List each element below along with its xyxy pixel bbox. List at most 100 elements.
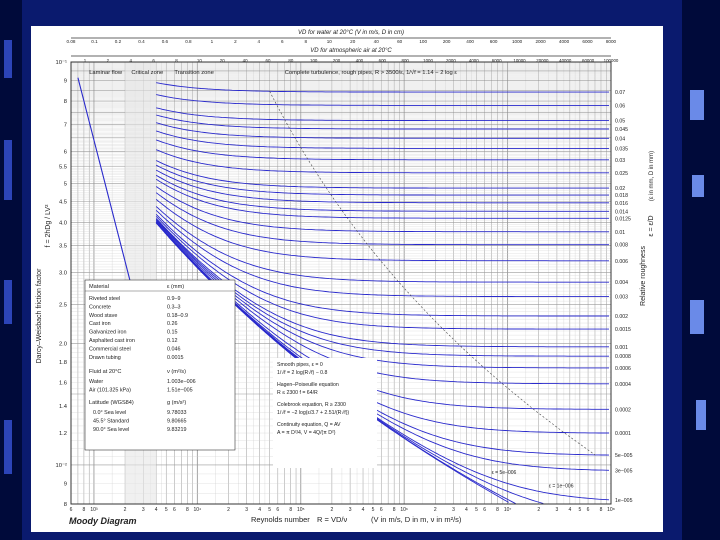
- roughness-curve: [155, 164, 609, 196]
- x-tick-label: 8: [600, 507, 603, 513]
- fluid-name: Water: [89, 379, 103, 385]
- top-water-tick: 0.6: [162, 39, 169, 44]
- x-tick-label: 4: [465, 507, 468, 513]
- top-air-tick: 1: [84, 58, 87, 63]
- roughness-curve: [156, 122, 609, 139]
- x-axis-label: Reynolds number: [251, 515, 310, 524]
- x-tick-label: 3: [452, 507, 455, 513]
- y-tick-label: 10⁻¹: [56, 60, 68, 66]
- top-water-tick: 0.2: [115, 39, 122, 44]
- top-air-tick: 40000: [559, 58, 572, 63]
- y-axis-label: Darcy–Weisbach friction factor: [36, 268, 43, 363]
- material-roughness: 0.15: [167, 330, 178, 336]
- roughness-curve: [156, 139, 609, 161]
- y-tick-label: 1.6: [59, 381, 67, 387]
- equation-line: 1/√f = −2 log(ε/3.7 + 2.51/(R√f)): [277, 409, 349, 416]
- x-tick-label: 6: [483, 507, 486, 513]
- equation-line: 1/√f = 2 log(R√f) − 0.8: [277, 369, 328, 376]
- x-tick-label: 2: [331, 507, 334, 513]
- roughness-curve: [155, 192, 609, 246]
- roughness-curve: [155, 209, 609, 298]
- roughness-label: 0.07: [615, 90, 625, 96]
- roughness-label: 0.0002: [615, 407, 631, 413]
- x-tick-label: 6: [587, 507, 590, 513]
- roughness-label: 0.0015: [615, 327, 631, 333]
- roughness-label: 0.04: [615, 136, 625, 142]
- equation-line: Colebrook equation, R ≥ 2300: [277, 402, 346, 408]
- x-tick-label: 5: [268, 507, 271, 513]
- roughness-label: 0.02: [615, 186, 625, 192]
- zone-label-laminar: Laminar flow: [89, 70, 123, 76]
- material-table-box: [84, 279, 236, 451]
- top-water-tick: 400: [466, 39, 474, 44]
- y-tick-label: 1.2: [59, 431, 67, 437]
- x-tick-label: 10⁸: [607, 507, 615, 513]
- roughness-label: 0.06: [615, 103, 625, 109]
- roughness-label: 0.004: [615, 280, 628, 286]
- x-tick-label: 5: [165, 507, 168, 513]
- roughness-curve: [156, 107, 609, 122]
- material-name: Commercial steel: [89, 346, 131, 352]
- top-water-tick: 1: [211, 39, 214, 44]
- roughness-curve: [155, 169, 609, 204]
- material-name: Asphalted cast iron: [89, 338, 135, 344]
- x-tick-label: 10⁷: [504, 507, 512, 513]
- x-tick-label: 5: [475, 507, 478, 513]
- x-tick-label: 4: [258, 507, 261, 513]
- inline-curve-label: ε = 5e−006: [492, 470, 517, 476]
- x-tick-label: 3: [349, 507, 352, 513]
- complete-turbulence-boundary: [269, 91, 596, 456]
- top-air-tick: 2: [107, 58, 110, 63]
- roughness-label: 0.035: [615, 146, 628, 152]
- roughness-curve: [155, 206, 609, 283]
- top-air-tick: 60: [266, 58, 271, 63]
- roughness-curve: [155, 178, 609, 219]
- y-tick-label: 8: [64, 502, 67, 508]
- material-roughness: 0.046: [167, 346, 181, 352]
- top-air-tick: 6000: [492, 58, 502, 63]
- roughness-label: 0.05: [615, 119, 625, 125]
- x-tick-label: 2: [227, 507, 230, 513]
- x-tick-label: 10⁴: [193, 507, 201, 513]
- right-axis-label: Relative roughness: [640, 246, 647, 306]
- x-tick-label: 8: [289, 507, 292, 513]
- x-tick-label: 3: [556, 507, 559, 513]
- zone-label-critical: Critical zone: [131, 70, 163, 76]
- top-air-tick: 400: [356, 58, 364, 63]
- latitude-name: 45.5° Standard: [93, 418, 129, 424]
- viscosity-header: ν (m²/s): [167, 369, 186, 375]
- y-tick-label: 3.0: [59, 271, 67, 277]
- x-tick-label: 3: [245, 507, 248, 513]
- fluid-viscosity: 1.003e−006: [167, 379, 196, 385]
- equation-line: Hagen–Poiseuille equation: [277, 382, 339, 388]
- y-tick-label: 10⁻²: [56, 463, 68, 469]
- latitude-name: 90.0° Sea level: [93, 427, 129, 433]
- inline-curve-label: ε = 1e−006: [549, 483, 574, 489]
- top-water-tick: 100: [419, 39, 427, 44]
- moody-diagram-chart: 0.070.060.050.0450.040.0350.030.0250.020…: [36, 30, 655, 526]
- top-water-tick: 200: [443, 39, 451, 44]
- roughness-label: 1e−005: [615, 498, 633, 504]
- material-roughness: 0.3–3: [167, 304, 181, 310]
- material-name: Cast iron: [89, 321, 111, 327]
- x-tick-label: 10⁶: [400, 507, 408, 513]
- top-axis-air-title: VD for atmospheric air at 20°C: [310, 48, 392, 54]
- roughness-label: 0.001: [615, 345, 628, 351]
- roughness-curve: [155, 213, 609, 317]
- fluid-name: Air (101.325 kPa): [89, 388, 131, 394]
- roughness-label: 0.0006: [615, 366, 631, 372]
- latitude-header: Latitude (WGS84): [89, 400, 134, 406]
- roughness-curve: [156, 82, 609, 93]
- x-tick-label: 6: [173, 507, 176, 513]
- top-water-tick: 4000: [559, 39, 570, 44]
- top-air-tick: 4: [130, 58, 133, 63]
- y-tick-label: 1.4: [59, 404, 68, 410]
- y-tick-label: 1.8: [59, 360, 67, 366]
- top-water-tick: 600: [490, 39, 498, 44]
- roughness-curve: [156, 149, 609, 174]
- top-axis-water-title: VD for water at 20°C (V in m/s, D in cm): [298, 30, 404, 36]
- equation-line: R ≤ 2300 f = 64/R: [277, 390, 318, 396]
- material-roughness: 0.26: [167, 321, 178, 327]
- roughness-label: 0.008: [615, 243, 628, 249]
- roughness-curve: [155, 174, 609, 212]
